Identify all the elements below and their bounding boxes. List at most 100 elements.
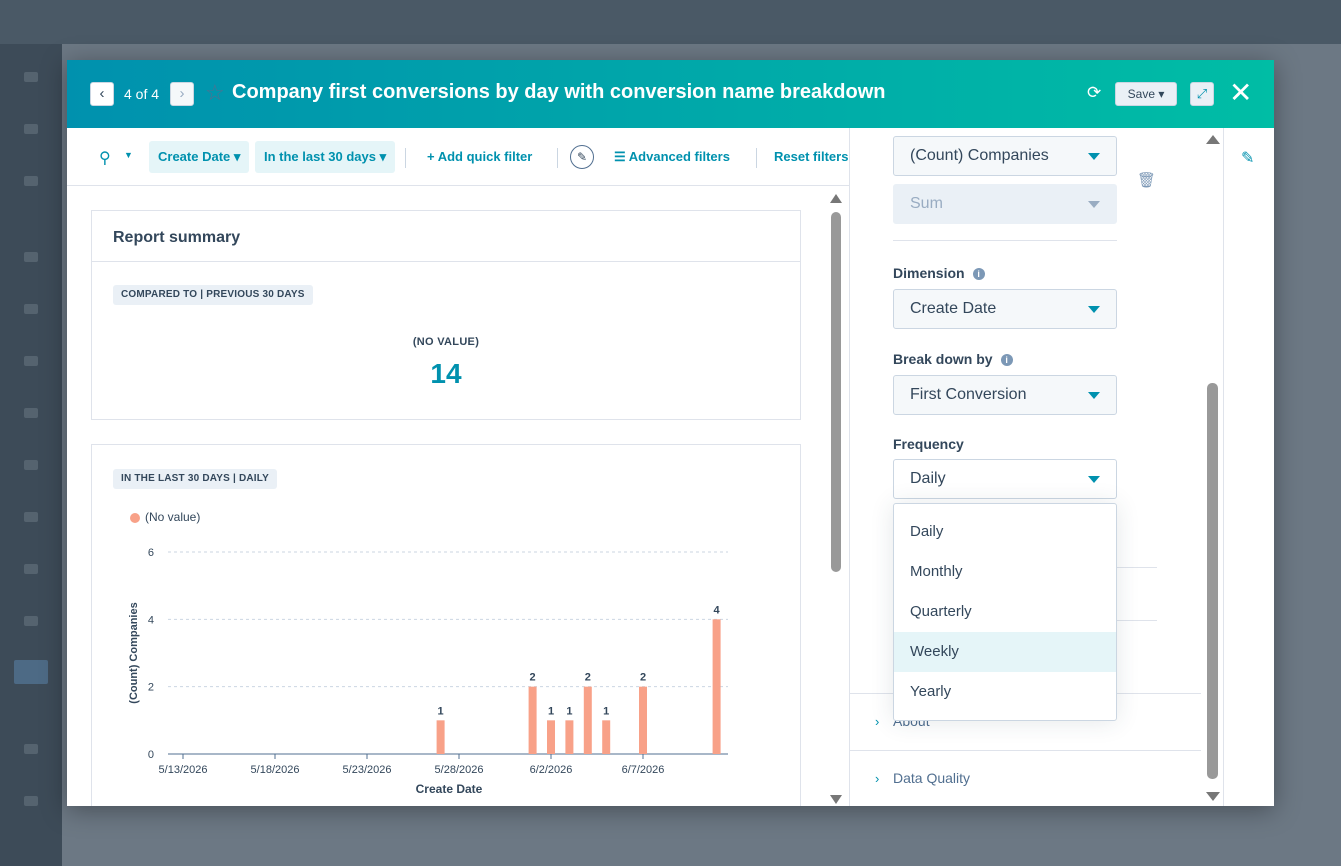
- config-scrollbar[interactable]: [1206, 135, 1220, 801]
- bg-nav-dot: [24, 616, 38, 626]
- frequency-option-daily[interactable]: Daily: [910, 523, 944, 540]
- chevron-right-icon: ›: [875, 714, 880, 729]
- bg-nav-dot: [24, 252, 38, 262]
- report-title: Company first conversions by day with co…: [232, 81, 886, 103]
- add-quick-filter-button[interactable]: + Add quick filter: [427, 149, 533, 164]
- x-axis-title: Create Date: [416, 782, 483, 796]
- bar: [528, 686, 537, 754]
- next-report-button[interactable]: ›: [170, 82, 194, 106]
- x-tick-label: 5/18/2026: [251, 764, 300, 776]
- filter-separator: [405, 148, 406, 168]
- measure-select-value: (Count) Companies: [910, 147, 1049, 164]
- bg-nav-dot: [24, 124, 38, 134]
- y-tick-label: 2: [148, 682, 154, 694]
- legend-swatch: [130, 513, 140, 523]
- scrollbar-thumb[interactable]: [831, 212, 841, 572]
- data-quality-section-toggle[interactable]: › Data Quality: [875, 770, 970, 786]
- bar-data-label: 1: [548, 705, 554, 717]
- background-topbar: [0, 0, 1341, 44]
- breakdown-label: Break down by i: [893, 351, 1013, 367]
- bar: [565, 720, 574, 754]
- x-tick-label: 5/13/2026: [159, 764, 208, 776]
- x-tick-label: 6/7/2026: [622, 764, 665, 776]
- bg-nav-dot: [24, 408, 38, 418]
- trash-icon[interactable]: 🗑: [1137, 172, 1157, 189]
- star-icon[interactable]: ☆: [205, 80, 225, 105]
- summary-value: 14: [430, 358, 462, 389]
- reset-filters-button[interactable]: Reset filters: [774, 149, 849, 164]
- scroll-up-arrow[interactable]: [830, 194, 842, 203]
- bar: [602, 720, 611, 754]
- close-icon[interactable]: ✕: [1229, 77, 1253, 108]
- bar-data-label: 1: [603, 705, 609, 717]
- info-icon[interactable]: i: [1000, 354, 1013, 366]
- y-axis-title: (Count) Companies: [128, 602, 140, 703]
- pencil-icon: ✎: [576, 150, 588, 164]
- bar: [436, 720, 445, 754]
- bar-data-label: 2: [640, 672, 646, 684]
- bar-data-label: 1: [438, 705, 444, 717]
- frequency-option-quarterly[interactable]: Quarterly: [910, 603, 972, 620]
- search-icon[interactable]: ⚲: [99, 150, 111, 167]
- bar: [547, 720, 555, 754]
- expand-button[interactable]: ⤢: [1190, 82, 1214, 106]
- advanced-filters-button[interactable]: ☰ Advanced filters: [614, 149, 730, 164]
- pager-text: 4 of 4: [124, 86, 160, 102]
- edit-filters-button[interactable]: ✎: [570, 145, 594, 169]
- legend-label[interactable]: (No value): [145, 510, 201, 524]
- save-button[interactable]: Save ▾: [1115, 82, 1177, 106]
- report-modal: ‹ 4 of 4 › ☆ Company first conversions b…: [67, 60, 1274, 806]
- bar-data-label: 2: [530, 672, 536, 684]
- chevron-right-icon: ›: [179, 85, 185, 102]
- y-tick-label: 0: [148, 749, 154, 761]
- frequency-select-value: Daily: [910, 470, 946, 487]
- frequency-dropdown: Daily Monthly Quarterly Weekly Yearly: [893, 503, 1117, 721]
- chevron-down-icon: [1088, 476, 1100, 483]
- chevron-down-icon: [1088, 201, 1100, 208]
- bar-data-label: 2: [585, 672, 591, 684]
- bg-nav-dot: [24, 796, 38, 806]
- frequency-option-weekly[interactable]: Weekly: [894, 632, 1116, 672]
- x-tick-label: 6/2/2026: [530, 764, 573, 776]
- bg-nav-dot: [24, 744, 38, 754]
- bg-nav-dot: [24, 564, 38, 574]
- measure-select[interactable]: (Count) Companies: [893, 136, 1117, 176]
- breakdown-select[interactable]: First Conversion: [893, 375, 1117, 415]
- bar: [712, 619, 721, 754]
- filter-bar: ⚲ ▼ Create Date ▾ In the last 30 days ▾ …: [67, 128, 849, 186]
- panel-divider: [893, 240, 1117, 241]
- scrollbar-thumb[interactable]: [1207, 383, 1218, 779]
- search-caret-icon[interactable]: ▼: [124, 150, 133, 160]
- scroll-up-arrow[interactable]: [1206, 135, 1220, 144]
- dimension-select[interactable]: Create Date: [893, 289, 1117, 329]
- chevron-down-icon: [1088, 306, 1100, 313]
- date-range-filter[interactable]: In the last 30 days ▾: [255, 141, 396, 173]
- filter-separator: [557, 148, 558, 168]
- pencil-icon[interactable]: ✎: [1241, 150, 1255, 167]
- frequency-option-yearly[interactable]: Yearly: [910, 683, 952, 700]
- bar-data-label: 1: [566, 705, 572, 717]
- bg-nav-dot: [24, 176, 38, 186]
- y-tick-label: 4: [148, 614, 154, 626]
- create-date-filter[interactable]: Create Date ▾: [149, 141, 250, 173]
- breakdown-select-value: First Conversion: [910, 386, 1027, 403]
- previous-report-button[interactable]: ‹: [90, 82, 114, 106]
- frequency-option-monthly[interactable]: Monthly: [910, 563, 963, 580]
- modal-header: ‹ 4 of 4 › ☆ Company first conversions b…: [67, 60, 1274, 128]
- info-icon[interactable]: i: [972, 268, 985, 280]
- frequency-select[interactable]: Daily: [893, 459, 1117, 499]
- bg-nav-dot-active: [14, 660, 48, 684]
- aggregation-select: Sum: [893, 184, 1117, 224]
- bar: [583, 686, 592, 754]
- filter-separator: [756, 148, 757, 168]
- bar: [639, 686, 647, 754]
- bar-data-label: 4: [714, 604, 721, 616]
- chevron-right-icon: ›: [875, 771, 880, 786]
- report-scrollbar[interactable]: [830, 194, 842, 804]
- dimension-label-text: Dimension: [893, 265, 965, 281]
- scroll-down-arrow[interactable]: [830, 795, 842, 804]
- scroll-down-arrow[interactable]: [1206, 792, 1220, 801]
- dimension-select-value: Create Date: [910, 300, 997, 317]
- card-divider: [92, 261, 800, 262]
- refresh-icon[interactable]: ⟳: [1087, 83, 1102, 102]
